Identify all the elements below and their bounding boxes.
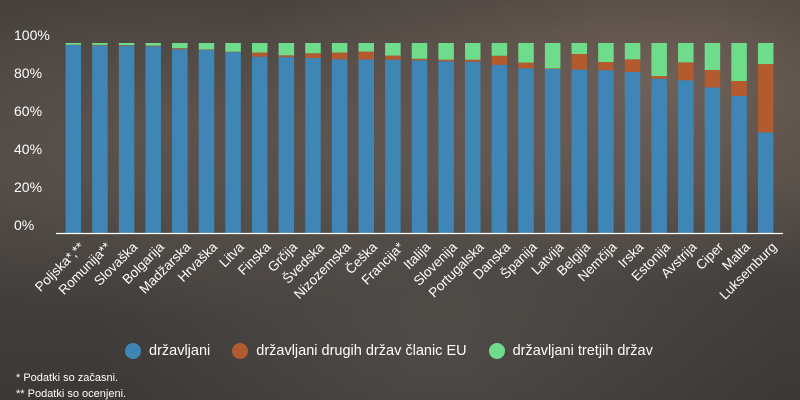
- bar-segment-citizens: [757, 132, 774, 233]
- bar-segment-citizens: [331, 59, 348, 234]
- bar-segment-citizens: [118, 45, 135, 233]
- bar-segment-citizens: [411, 60, 428, 233]
- legend-label-citizens: državljani: [149, 343, 211, 359]
- bar-segment-eu-citizens: [118, 45, 135, 46]
- bar-segment-eu-citizens: [172, 48, 188, 50]
- legend-swatch-non-eu-citizens: [488, 343, 505, 359]
- y-tick-label: 80%: [14, 65, 42, 81]
- bar-segment-citizens: [731, 96, 747, 233]
- bar-segment-eu-citizens: [331, 52, 348, 60]
- bar-segment-non-eu-citizens: [278, 43, 295, 56]
- bar-segment-non-eu-citizens: [172, 43, 188, 49]
- bar-segment-citizens: [651, 78, 667, 233]
- footnote-provisional: * Podatki so začasni.: [16, 372, 119, 384]
- bar-segment-citizens: [65, 44, 82, 234]
- bar-segment-non-eu-citizens: [491, 43, 508, 56]
- bar-segment-non-eu-citizens: [678, 43, 694, 63]
- bar-segment-non-eu-citizens: [358, 43, 374, 52]
- y-tick-label: 20%: [14, 179, 42, 195]
- bar-segment-non-eu-citizens: [651, 43, 667, 77]
- bar-segment-non-eu-citizens: [198, 43, 215, 50]
- bar-segment-non-eu-citizens: [225, 43, 241, 52]
- bar-segment-eu-citizens: [358, 51, 374, 60]
- bar-segment-non-eu-citizens: [92, 43, 108, 45]
- bar-segment-eu-citizens: [518, 62, 534, 69]
- bar-segment-non-eu-citizens: [704, 43, 721, 70]
- bar-segment-citizens: [145, 46, 161, 234]
- x-tick-label: Ciper: [693, 239, 727, 273]
- bar-segment-eu-citizens: [624, 59, 641, 72]
- legend-label-eu-citizens: državljani drugih držav članic EU: [256, 343, 467, 359]
- bar-segment-citizens: [598, 70, 614, 233]
- bar-segment-eu-citizens: [571, 54, 588, 70]
- bar-segment-non-eu-citizens: [305, 43, 321, 54]
- bar-segment-non-eu-citizens: [438, 43, 454, 60]
- legend-item-non-eu-citizens: državljani tretjih držav: [488, 343, 653, 359]
- bar-segment-non-eu-citizens: [145, 43, 161, 46]
- bar-segment-eu-citizens: [251, 52, 268, 57]
- legend-item-eu-citizens: državljani drugih držav članic EU: [232, 343, 467, 359]
- bar-segment-non-eu-citizens: [331, 43, 348, 53]
- bar-segment-non-eu-citizens: [571, 43, 588, 55]
- bar-segment-citizens: [544, 69, 561, 233]
- bar-segment-citizens: [571, 69, 588, 233]
- bar-segment-citizens: [278, 57, 295, 234]
- bar-segment-non-eu-citizens: [385, 43, 401, 56]
- bar-segment-non-eu-citizens: [624, 43, 641, 60]
- bar-segment-eu-citizens: [438, 59, 454, 62]
- legend-item-citizens: državljani: [125, 343, 210, 359]
- bar-segment-citizens: [358, 59, 374, 233]
- bar-segment-citizens: [225, 52, 241, 234]
- bar-segment-eu-citizens: [385, 55, 401, 60]
- stacked-bar-chart: 0%20%40%60%80%100%Poljska*,**Romunija**S…: [14, 27, 774, 273]
- bar-segment-citizens: [172, 49, 188, 233]
- y-tick-label: 40%: [14, 141, 42, 157]
- bar-segment-eu-citizens: [757, 64, 774, 133]
- bar-segment-eu-citizens: [145, 45, 161, 47]
- y-tick-label: 0%: [14, 217, 34, 233]
- bar-segment-citizens: [385, 59, 401, 233]
- bar-segment-eu-citizens: [491, 55, 508, 65]
- bar-segment-eu-citizens: [678, 62, 694, 81]
- bar-segment-citizens: [465, 61, 481, 234]
- bar-segment-citizens: [518, 68, 534, 234]
- legend-label-non-eu-citizens: državljani tretjih držav: [512, 343, 653, 359]
- bar-segment-non-eu-citizens: [518, 43, 534, 63]
- bar-segment-non-eu-citizens: [731, 43, 747, 81]
- legend-swatch-citizens: [125, 343, 141, 359]
- bar-segment-non-eu-citizens: [411, 43, 428, 59]
- bar-segment-citizens: [704, 87, 721, 234]
- bar-segment-eu-citizens: [92, 44, 108, 46]
- bar-segment-citizens: [198, 49, 215, 234]
- bar-segment-non-eu-citizens: [598, 43, 614, 62]
- y-tick-label: 100%: [14, 27, 50, 43]
- bar-segment-non-eu-citizens: [251, 43, 268, 53]
- bar-segment-non-eu-citizens: [65, 43, 82, 45]
- footnote-estimated: ** Podatki so ocenjeni.: [16, 388, 127, 400]
- bar-segment-citizens: [624, 71, 641, 233]
- bar-segment-citizens: [251, 56, 268, 234]
- bar-segment-citizens: [491, 64, 508, 233]
- bar-segment-eu-citizens: [305, 53, 321, 59]
- bar-segment-eu-citizens: [278, 55, 295, 58]
- bar-segment-eu-citizens: [544, 68, 561, 70]
- legend: državljani državljani drugih držav člani…: [125, 340, 653, 362]
- bar-segment-eu-citizens: [731, 81, 747, 97]
- bar-segment-non-eu-citizens: [544, 43, 561, 69]
- bar-segment-citizens: [305, 58, 321, 234]
- bar-segment-eu-citizens: [465, 59, 481, 62]
- bar-segment-citizens: [438, 61, 454, 233]
- bar-segment-non-eu-citizens: [118, 43, 135, 46]
- bar-segment-citizens: [678, 80, 694, 234]
- legend-swatch-eu-citizens: [232, 343, 249, 359]
- bar-segment-non-eu-citizens: [757, 43, 774, 65]
- bar-segment-eu-citizens: [651, 76, 667, 79]
- y-tick-label: 60%: [14, 103, 42, 119]
- bar-segment-eu-citizens: [704, 69, 721, 88]
- bar-segment-eu-citizens: [598, 62, 614, 71]
- bar-segment-eu-citizens: [411, 58, 428, 61]
- bar-segment-citizens: [92, 45, 108, 233]
- bar-segment-non-eu-citizens: [465, 43, 481, 60]
